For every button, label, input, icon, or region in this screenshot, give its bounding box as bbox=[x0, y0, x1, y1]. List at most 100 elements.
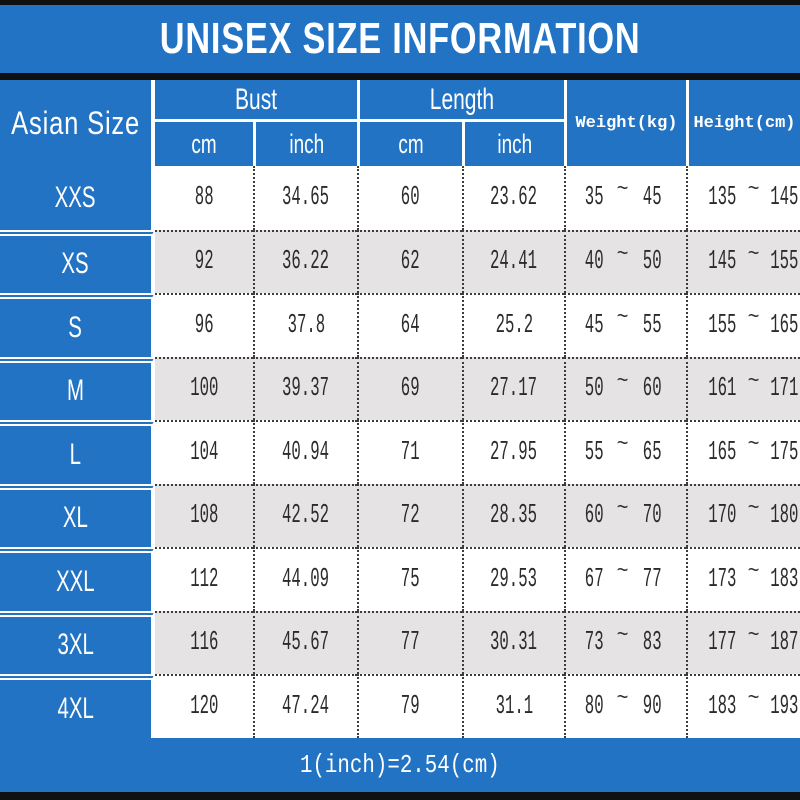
table-row: 3XL 116 45.67 77 30.31 73 ~ 83 177 ~ 187 bbox=[0, 610, 800, 674]
bust-cm-cell: 108 bbox=[155, 483, 253, 547]
header-mid-columns: Bust Length cm inch cm inch bbox=[155, 80, 564, 166]
bust-inch-cell: 36.22 bbox=[253, 229, 357, 293]
weight-range-cell: 73 ~ 83 bbox=[564, 610, 686, 674]
size-label: XXL bbox=[56, 564, 95, 598]
length-inch-cell: 31.1 bbox=[462, 674, 564, 738]
table-row: XL 108 42.52 72 28.35 60 ~ 70 170 ~ 180 bbox=[0, 483, 800, 547]
size-label: 4XL bbox=[57, 691, 94, 725]
height-range-cell: 177 ~ 187 bbox=[686, 610, 800, 674]
size-label: S bbox=[68, 310, 83, 344]
page-title: UNISEX SIZE INFORMATION bbox=[159, 14, 641, 63]
weight-range-cell: 50 ~ 60 bbox=[564, 356, 686, 420]
size-cell: 4XL bbox=[0, 674, 155, 738]
height-range-cell: 183 ~ 193 bbox=[686, 674, 800, 738]
bottom-black-bar bbox=[0, 791, 800, 800]
length-inch-cell: 29.53 bbox=[462, 547, 564, 611]
weight-range-cell: 60 ~ 70 bbox=[564, 483, 686, 547]
size-label: 3XL bbox=[57, 628, 94, 662]
length-cm-cell: 60 bbox=[357, 166, 462, 230]
height-range-cell: 155 ~ 165 bbox=[686, 293, 800, 357]
bust-inch-cell: 40.94 bbox=[253, 420, 357, 484]
size-label: XL bbox=[63, 501, 88, 535]
tilde-separator: ~ bbox=[617, 368, 629, 394]
height-range-cell: 135 ~ 145 bbox=[686, 166, 800, 230]
header-subunit-row: cm inch cm inch bbox=[155, 122, 564, 166]
height-range-cell: 145 ~ 155 bbox=[686, 229, 800, 293]
length-cm-cell: 64 bbox=[357, 293, 462, 357]
bust-cm-cell: 116 bbox=[155, 610, 253, 674]
tilde-separator: ~ bbox=[617, 305, 629, 331]
bust-inch-cell: 47.24 bbox=[253, 674, 357, 738]
length-inch-cell: 25.2 bbox=[462, 293, 564, 357]
tilde-separator: ~ bbox=[747, 622, 760, 648]
length-group-header: Length bbox=[357, 80, 564, 119]
weight-range-cell: 35 ~ 45 bbox=[564, 166, 686, 230]
bust-group-header: Bust bbox=[155, 80, 357, 119]
size-label: XXS bbox=[55, 180, 96, 214]
size-cell: XXL bbox=[0, 547, 155, 611]
tilde-separator: ~ bbox=[747, 432, 760, 458]
bust-inch-cell: 39.37 bbox=[253, 356, 357, 420]
bust-inch-label: inch bbox=[289, 128, 324, 159]
bust-cm-cell: 112 bbox=[155, 547, 253, 611]
tilde-separator: ~ bbox=[747, 495, 760, 521]
height-range-cell: 161 ~ 171 bbox=[686, 356, 800, 420]
length-inch-cell: 30.31 bbox=[462, 610, 564, 674]
tilde-separator: ~ bbox=[747, 177, 760, 203]
height-header: Height(cm) bbox=[686, 80, 800, 166]
length-inch-cell: 24.41 bbox=[462, 229, 564, 293]
tilde-separator: ~ bbox=[617, 686, 629, 712]
footer-band: 1(inch)=2.54(cm) bbox=[0, 737, 800, 792]
height-range-cell: 170 ~ 180 bbox=[686, 483, 800, 547]
size-cell: 3XL bbox=[0, 610, 155, 674]
title-underline bbox=[0, 73, 800, 80]
length-cm-cell: 71 bbox=[357, 420, 462, 484]
tilde-separator: ~ bbox=[617, 495, 629, 521]
size-cell: XL bbox=[0, 483, 155, 547]
asian-size-header-label: Asian Size bbox=[11, 104, 140, 141]
size-cell: M bbox=[0, 356, 155, 420]
length-inch-cell: 27.17 bbox=[462, 356, 564, 420]
height-header-label: Height(cm) bbox=[693, 113, 796, 133]
bust-inch-subheader: inch bbox=[253, 122, 357, 166]
asian-size-header: Asian Size bbox=[0, 80, 155, 166]
height-range-cell: 165 ~ 175 bbox=[686, 420, 800, 484]
header-group-row: Bust Length bbox=[155, 80, 564, 122]
length-cm-cell: 77 bbox=[357, 610, 462, 674]
bust-inch-cell: 37.8 bbox=[253, 293, 357, 357]
tilde-separator: ~ bbox=[617, 622, 629, 648]
length-inch-cell: 23.62 bbox=[462, 166, 564, 230]
size-cell: S bbox=[0, 293, 155, 357]
size-label: L bbox=[69, 437, 82, 471]
table-row: XXL 112 44.09 75 29.53 67 ~ 77 173 ~ 183 bbox=[0, 547, 800, 611]
bust-cm-subheader: cm bbox=[155, 122, 253, 166]
title-band: UNISEX SIZE INFORMATION bbox=[0, 5, 800, 73]
top-black-bar bbox=[0, 0, 800, 5]
tilde-separator: ~ bbox=[747, 368, 760, 394]
length-cm-cell: 79 bbox=[357, 674, 462, 738]
bust-group-label: Bust bbox=[234, 82, 278, 116]
length-inch-cell: 28.35 bbox=[462, 483, 564, 547]
length-inch-subheader: inch bbox=[462, 122, 564, 166]
bust-cm-cell: 100 bbox=[155, 356, 253, 420]
length-cm-cell: 72 bbox=[357, 483, 462, 547]
bust-inch-cell: 42.52 bbox=[253, 483, 357, 547]
tilde-separator: ~ bbox=[617, 241, 629, 267]
size-label: XS bbox=[61, 247, 90, 281]
weight-range-cell: 67 ~ 77 bbox=[564, 547, 686, 611]
bust-cm-cell: 88 bbox=[155, 166, 253, 230]
table-row: L 104 40.94 71 27.95 55 ~ 65 165 ~ 175 bbox=[0, 420, 800, 484]
length-inch-label: inch bbox=[497, 128, 532, 159]
table-row: XS 92 36.22 62 24.41 40 ~ 50 145 ~ 155 bbox=[0, 229, 800, 293]
tilde-separator: ~ bbox=[747, 559, 760, 585]
table-row: S 96 37.8 64 25.2 45 ~ 55 155 ~ 165 bbox=[0, 293, 800, 357]
tilde-separator: ~ bbox=[747, 305, 760, 331]
tilde-separator: ~ bbox=[617, 432, 629, 458]
bust-cm-cell: 92 bbox=[155, 229, 253, 293]
table-row: 4XL 120 47.24 79 31.1 80 ~ 90 183 ~ 193 bbox=[0, 674, 800, 738]
length-cm-cell: 62 bbox=[357, 229, 462, 293]
weight-header: Weight(kg) bbox=[564, 80, 686, 166]
bust-cm-cell: 120 bbox=[155, 674, 253, 738]
weight-header-label: Weight(kg) bbox=[575, 113, 678, 133]
